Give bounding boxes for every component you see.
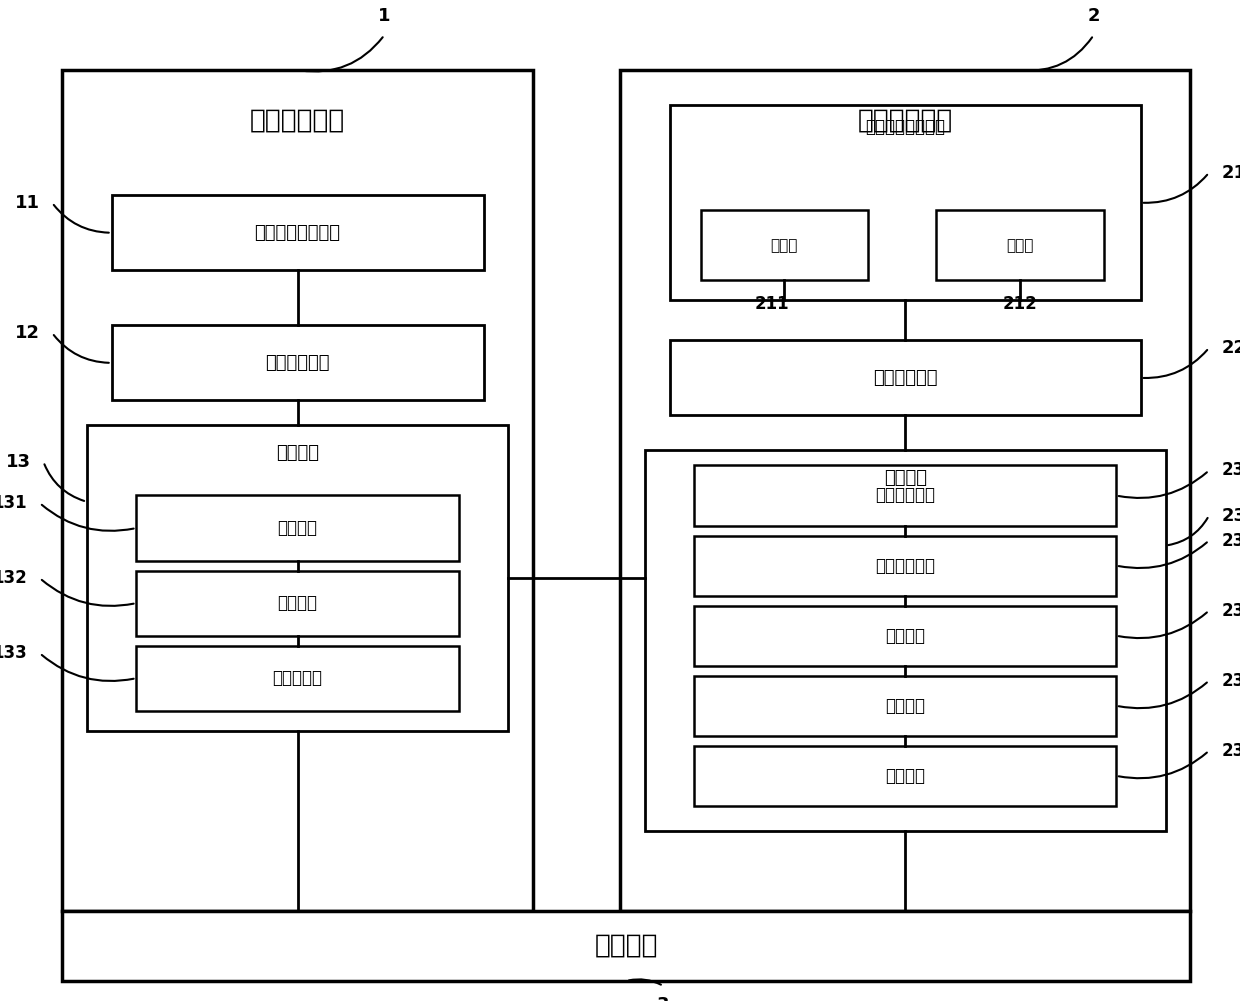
- Bar: [136, 646, 459, 711]
- Text: 第一导体: 第一导体: [277, 444, 319, 462]
- Text: 1: 1: [378, 7, 391, 25]
- Bar: [701, 210, 868, 280]
- Text: 积分电路: 积分电路: [885, 697, 925, 715]
- Bar: [694, 746, 1116, 806]
- Text: 234: 234: [1221, 672, 1240, 690]
- Text: 带通滤波电路: 带通滤波电路: [875, 557, 935, 575]
- Text: 3: 3: [657, 996, 670, 1001]
- Bar: [620, 70, 1190, 911]
- Text: 整形电路: 整形电路: [885, 767, 925, 785]
- Bar: [694, 536, 1116, 596]
- Text: 133: 133: [0, 645, 27, 662]
- Text: 23: 23: [1221, 507, 1240, 525]
- Bar: [112, 325, 484, 400]
- Text: 22: 22: [1221, 339, 1240, 356]
- Bar: [670, 340, 1141, 415]
- Bar: [670, 105, 1141, 300]
- Text: 211: 211: [755, 295, 789, 313]
- Text: 131: 131: [0, 494, 27, 512]
- Bar: [136, 495, 459, 561]
- Text: 调制器: 调制器: [1006, 238, 1034, 252]
- Bar: [136, 571, 459, 636]
- Text: 235: 235: [1221, 742, 1240, 760]
- Text: 频率接收单元: 频率接收单元: [250, 107, 345, 133]
- Text: 支撑单元: 支撑单元: [594, 933, 658, 959]
- Text: 二极管电路: 二极管电路: [273, 670, 322, 687]
- Text: 第一共振集成电路: 第一共振集成电路: [254, 224, 341, 241]
- Bar: [87, 425, 508, 731]
- Text: 233: 233: [1221, 602, 1240, 620]
- Bar: [694, 676, 1116, 736]
- Text: 13: 13: [6, 452, 31, 470]
- Bar: [694, 606, 1116, 666]
- Text: 21: 21: [1221, 164, 1240, 181]
- Text: 212: 212: [1002, 295, 1038, 313]
- Bar: [694, 465, 1116, 526]
- Text: 231: 231: [1221, 461, 1240, 479]
- Text: 12: 12: [15, 324, 40, 341]
- Text: 232: 232: [1221, 532, 1240, 550]
- Text: 第二共振集成电路: 第二共振集成电路: [866, 118, 945, 136]
- Bar: [62, 70, 533, 911]
- Text: 第二开关单元: 第二开关单元: [873, 369, 937, 386]
- Bar: [112, 195, 484, 270]
- Text: 频率释放单元: 频率释放单元: [858, 107, 952, 133]
- Text: 编码器: 编码器: [770, 238, 799, 252]
- Text: 第二导体: 第二导体: [884, 469, 926, 487]
- Bar: [936, 210, 1104, 280]
- Bar: [62, 911, 1190, 981]
- Text: 限幅放大电路: 限幅放大电路: [875, 486, 935, 505]
- Text: 电容电路: 电容电路: [278, 520, 317, 537]
- Text: 132: 132: [0, 570, 27, 587]
- Bar: [645, 450, 1166, 831]
- Text: 放大电路: 放大电路: [278, 595, 317, 612]
- Text: 11: 11: [15, 194, 40, 211]
- Text: 检波电路: 检波电路: [885, 627, 925, 645]
- Text: 2: 2: [1087, 7, 1100, 25]
- Text: 第一开关单元: 第一开关单元: [265, 354, 330, 371]
